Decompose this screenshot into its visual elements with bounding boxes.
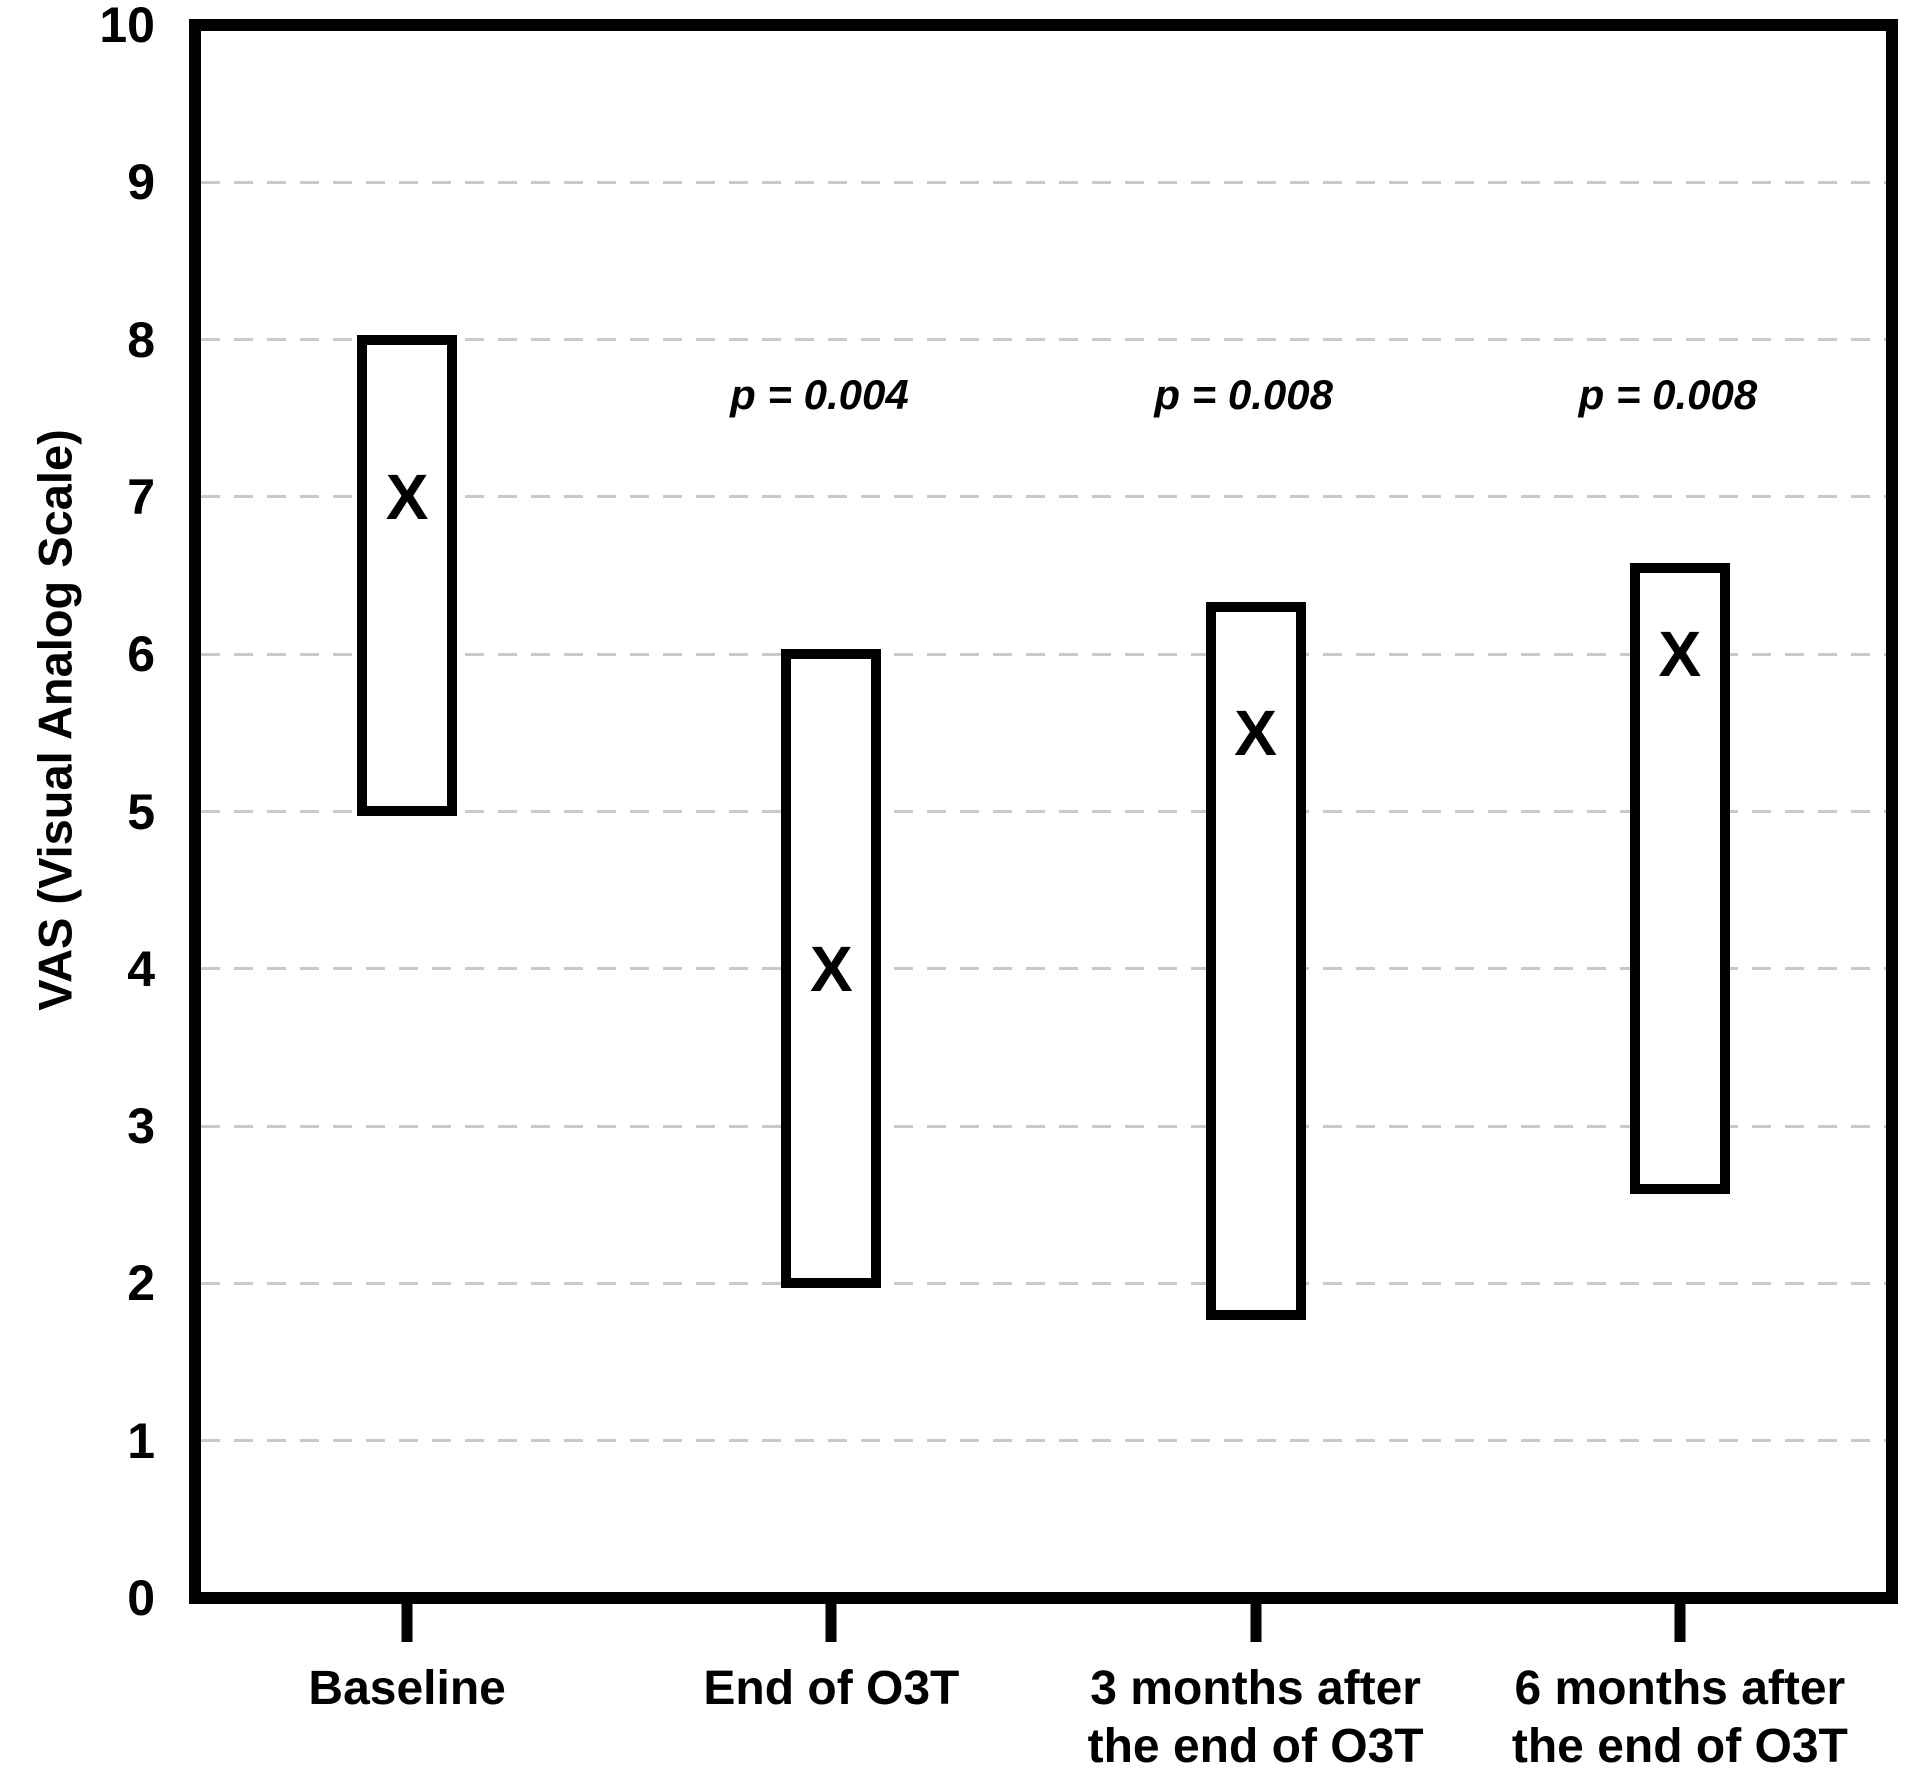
- gridline: [201, 810, 1886, 813]
- mean-marker: X: [1658, 618, 1702, 691]
- y-tick-label: 10: [99, 0, 155, 53]
- x-axis-tick: [825, 1600, 837, 1642]
- y-tick-label: 0: [127, 1570, 155, 1626]
- gridline: [201, 495, 1886, 499]
- y-tick-label: 3: [127, 1098, 155, 1155]
- x-category-label: 3 months after the end of O3T: [1087, 1662, 1424, 1773]
- y-tick-label: 2: [127, 1255, 155, 1312]
- y-tick-label: 4: [127, 940, 155, 997]
- mean-marker: X: [1234, 696, 1277, 769]
- x-category-label: Baseline: [308, 1662, 506, 1715]
- x-axis-tick: [401, 1600, 413, 1642]
- range-box: [1205, 602, 1306, 1320]
- x-axis-tick: [1250, 1600, 1262, 1642]
- y-tick-label: 8: [127, 311, 155, 368]
- mean-marker: X: [385, 460, 429, 533]
- x-category-label: End of O3T: [703, 1662, 960, 1715]
- p-value-label: p = 0.008: [1578, 370, 1758, 418]
- gridline: [201, 1439, 1886, 1443]
- y-tick-label: 7: [127, 468, 155, 525]
- gridline: [201, 1281, 1886, 1285]
- gridline: [201, 1124, 1886, 1128]
- y-tick-label: 5: [127, 783, 155, 840]
- gridline: [201, 180, 1886, 184]
- x-axis-tick: [1674, 1600, 1686, 1642]
- gridline: [201, 338, 1886, 342]
- mean-marker: X: [810, 932, 853, 1005]
- p-value-label: p = 0.008: [1154, 370, 1333, 418]
- y-tick-label: 9: [127, 154, 155, 211]
- range-box: [781, 649, 882, 1289]
- range-box: [357, 334, 458, 817]
- p-value-label: p = 0.004: [730, 370, 909, 418]
- y-tick-label: 1: [127, 1412, 155, 1469]
- gridline: [201, 967, 1886, 971]
- y-tick-label: 6: [127, 626, 155, 683]
- plot-border: [189, 19, 1898, 1604]
- range-box: [1629, 562, 1730, 1194]
- gridline: [201, 652, 1886, 656]
- x-category-label: 6 months after the end of O3T: [1511, 1662, 1848, 1773]
